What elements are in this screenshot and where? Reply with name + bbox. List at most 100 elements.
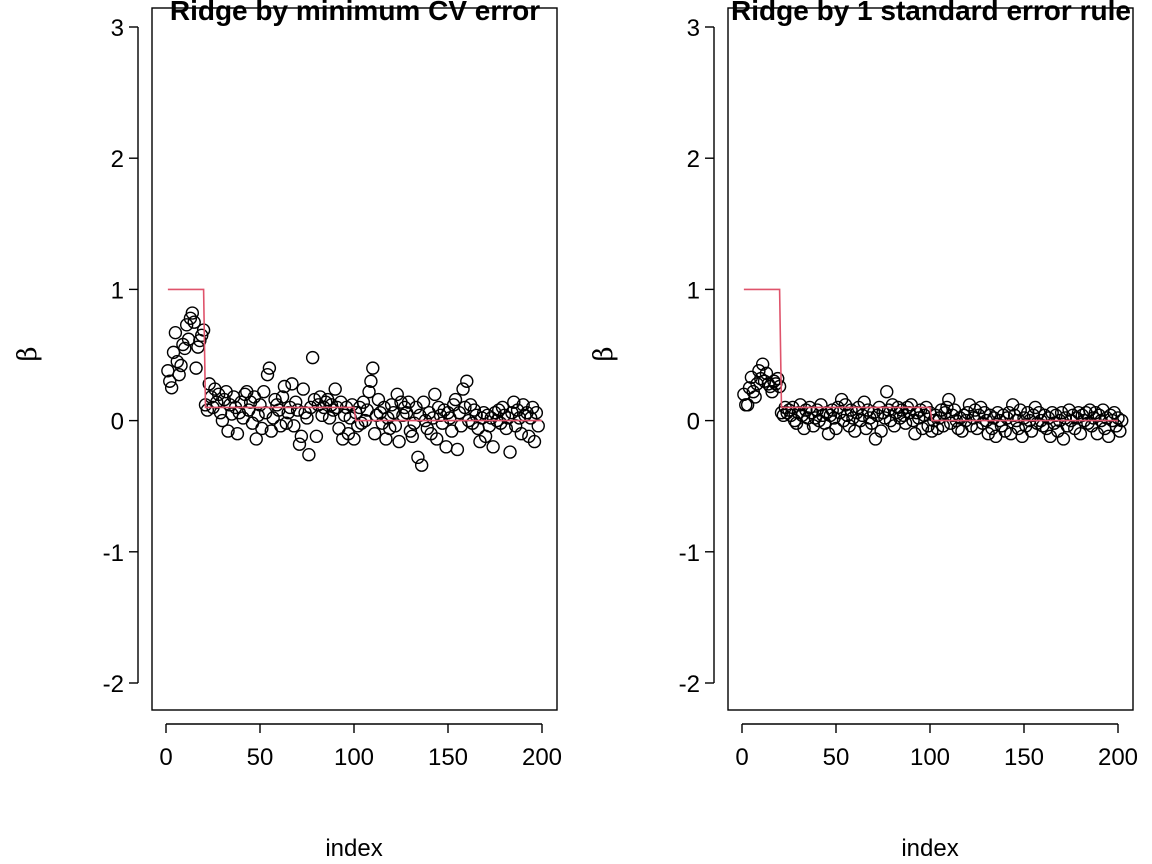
y-tick-label: 2 xyxy=(111,146,124,173)
chart-title: Ridge by 1 standard error rule xyxy=(731,0,1131,26)
data-point xyxy=(942,392,956,407)
y-tick-label: 1 xyxy=(687,277,700,304)
y-tick-label: 3 xyxy=(111,15,124,42)
data-point xyxy=(755,357,770,371)
plot-frame xyxy=(151,7,558,711)
data-point xyxy=(326,403,341,417)
data-point xyxy=(880,385,894,399)
x-tick-label: 0 xyxy=(159,744,172,771)
data-point xyxy=(277,379,292,394)
data-point xyxy=(428,387,442,402)
data-point xyxy=(354,416,369,430)
data-point xyxy=(407,416,421,430)
data-point xyxy=(255,421,269,436)
data-point xyxy=(189,361,203,375)
true-beta-step-line xyxy=(743,288,1118,422)
y-axis: -2 -1 0 1 2 3 xyxy=(103,15,139,698)
data-point xyxy=(257,385,271,399)
data-point xyxy=(287,419,301,433)
data-point xyxy=(185,306,200,320)
data-point xyxy=(309,429,324,444)
data-point xyxy=(772,379,787,394)
data-point xyxy=(752,364,766,378)
data-point xyxy=(405,429,419,444)
data-point xyxy=(369,408,384,423)
data-point xyxy=(874,424,888,438)
data-point xyxy=(315,408,329,423)
data-point xyxy=(262,361,277,375)
data-point xyxy=(1013,403,1027,417)
data-point xyxy=(371,392,386,407)
data-point xyxy=(366,361,380,375)
data-point xyxy=(514,427,529,441)
data-point xyxy=(279,416,294,430)
data-point xyxy=(362,385,376,399)
y-axis-label: β xyxy=(13,346,43,361)
data-point xyxy=(170,354,184,369)
data-point xyxy=(356,395,371,409)
data-point xyxy=(187,315,201,329)
data-point xyxy=(290,403,305,417)
data-point xyxy=(951,421,965,436)
data-point xyxy=(439,440,453,454)
x-tick-label: 200 xyxy=(522,744,562,771)
data-point xyxy=(1111,411,1125,425)
x-tick-label: 50 xyxy=(247,744,274,771)
data-point xyxy=(174,358,188,373)
data-point xyxy=(163,374,177,388)
data-point xyxy=(178,341,192,356)
data-point xyxy=(294,429,309,444)
chart-title: Ridge by minimum CV error xyxy=(170,0,540,26)
data-point xyxy=(486,440,500,454)
x-axis: 0 50 100 150 200 xyxy=(735,723,1138,771)
data-point xyxy=(531,419,545,433)
data-point xyxy=(328,382,342,396)
data-point xyxy=(260,367,275,382)
data-point xyxy=(275,390,290,404)
x-tick-label: 0 xyxy=(735,744,748,771)
data-point xyxy=(302,448,316,462)
y-tick-label: -1 xyxy=(679,540,700,567)
data-point xyxy=(172,367,186,382)
data-point xyxy=(221,424,235,438)
data-point xyxy=(985,421,999,436)
data-point xyxy=(456,382,470,396)
data-point xyxy=(296,382,310,396)
data-point xyxy=(230,427,245,441)
data-point xyxy=(448,392,463,407)
x-tick-label: 100 xyxy=(910,744,950,771)
data-point xyxy=(285,377,299,391)
data-point xyxy=(347,432,361,446)
data-point xyxy=(460,374,474,388)
y-tick-label: 0 xyxy=(687,409,700,436)
y-tick-label: -2 xyxy=(679,671,700,698)
data-point xyxy=(414,458,429,472)
y-tick-label: 0 xyxy=(111,409,124,436)
x-tick-label: 150 xyxy=(428,744,468,771)
data-point xyxy=(305,350,320,365)
data-point xyxy=(322,411,337,425)
data-point xyxy=(759,366,774,381)
data-point xyxy=(529,406,544,420)
x-tick-label: 100 xyxy=(334,744,374,771)
y-axis-label: β xyxy=(589,346,619,361)
data-point xyxy=(416,395,431,409)
data-point xyxy=(390,387,404,402)
data-point xyxy=(1056,432,1071,446)
panel-min-cv: Ridge by minimum CV error 0 50 100 150 200 -… xyxy=(13,0,562,862)
data-point xyxy=(215,413,230,428)
data-point xyxy=(1011,421,1026,436)
data-point xyxy=(1113,424,1127,438)
x-tick-label: 200 xyxy=(1098,744,1138,771)
data-point xyxy=(829,421,843,436)
data-point xyxy=(364,374,378,388)
data-point xyxy=(507,395,521,409)
data-point xyxy=(527,434,542,449)
data-point xyxy=(1073,427,1088,441)
data-point xyxy=(249,432,263,446)
data-point xyxy=(430,432,444,446)
data-point xyxy=(251,408,265,423)
data-point xyxy=(292,437,307,451)
x-axis: 0 50 100 150 200 xyxy=(159,723,562,771)
